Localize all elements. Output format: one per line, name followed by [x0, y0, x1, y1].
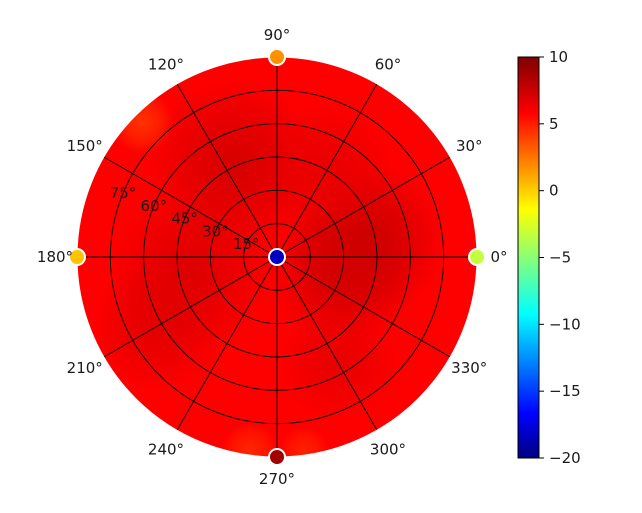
angle-grid-line: [276, 256, 451, 358]
colorbar-tick-label: 5: [549, 115, 559, 133]
angle-tick-label: 330°: [451, 359, 487, 377]
angle-grid-line: [176, 83, 278, 258]
radial-tick-label: 60°: [141, 197, 168, 215]
angle-tick-label: 150°: [67, 137, 103, 155]
angle-grid-line: [276, 256, 378, 431]
sample-markers: [68, 48, 486, 466]
angle-grid-line: [276, 156, 451, 258]
angle-tick-label: 270°: [259, 470, 295, 488]
angle-grid-line: [103, 156, 278, 258]
sample-marker: [268, 248, 286, 266]
radial-tick-label: 45°: [171, 210, 198, 228]
colorbar-tick-label: 10: [549, 48, 568, 66]
angle-tick-label: 90°: [264, 26, 291, 44]
angle-tick-label: 240°: [148, 440, 184, 458]
angle-tick-label: 210°: [67, 359, 103, 377]
colorbar-tick-label: −15: [549, 382, 581, 400]
angle-tick-label: 180°: [37, 248, 73, 266]
angle-tick-label: 120°: [148, 56, 184, 74]
angle-tick-label: 300°: [370, 440, 406, 458]
heatmap-spot: [221, 422, 279, 457]
sample-marker: [468, 248, 486, 266]
heatmap-spot: [109, 89, 174, 154]
sample-marker: [68, 248, 86, 266]
radial-tick-label: 75°: [110, 184, 137, 202]
radial-tick-label: 15°: [233, 235, 260, 253]
angle-tick-labels: 0° 30° 60° 90° 120° 150° 180° 210° 240° 270° 300° 3…: [37, 26, 508, 488]
sample-marker: [268, 448, 286, 466]
angle-tick-label: 0°: [490, 248, 507, 266]
colorbar-tick-label: 0: [549, 182, 559, 200]
colorbar: 10 5 0 −5 −10 −15 −20: [517, 48, 581, 467]
sample-marker: [268, 48, 286, 66]
heatmap-spot: [279, 425, 330, 457]
radial-tick-labels: 15°30°45°60°75°: [110, 184, 260, 253]
colorbar-gradient: [517, 56, 540, 459]
colorbar-tick-label: −10: [549, 315, 581, 333]
radial-tick-label: 30°: [202, 222, 229, 240]
angle-grid-line: [103, 256, 278, 358]
colorbar-tick-label: −5: [549, 249, 571, 267]
angle-tick-label: 30°: [456, 137, 483, 155]
angle-grid-line: [276, 83, 378, 258]
colorbar-tick-label: −20: [549, 449, 581, 467]
angle-grid-line: [176, 256, 278, 431]
angle-tick-label: 60°: [375, 56, 402, 74]
colorbar-ticks: 10 5 0 −5 −10 −15 −20: [539, 48, 581, 467]
